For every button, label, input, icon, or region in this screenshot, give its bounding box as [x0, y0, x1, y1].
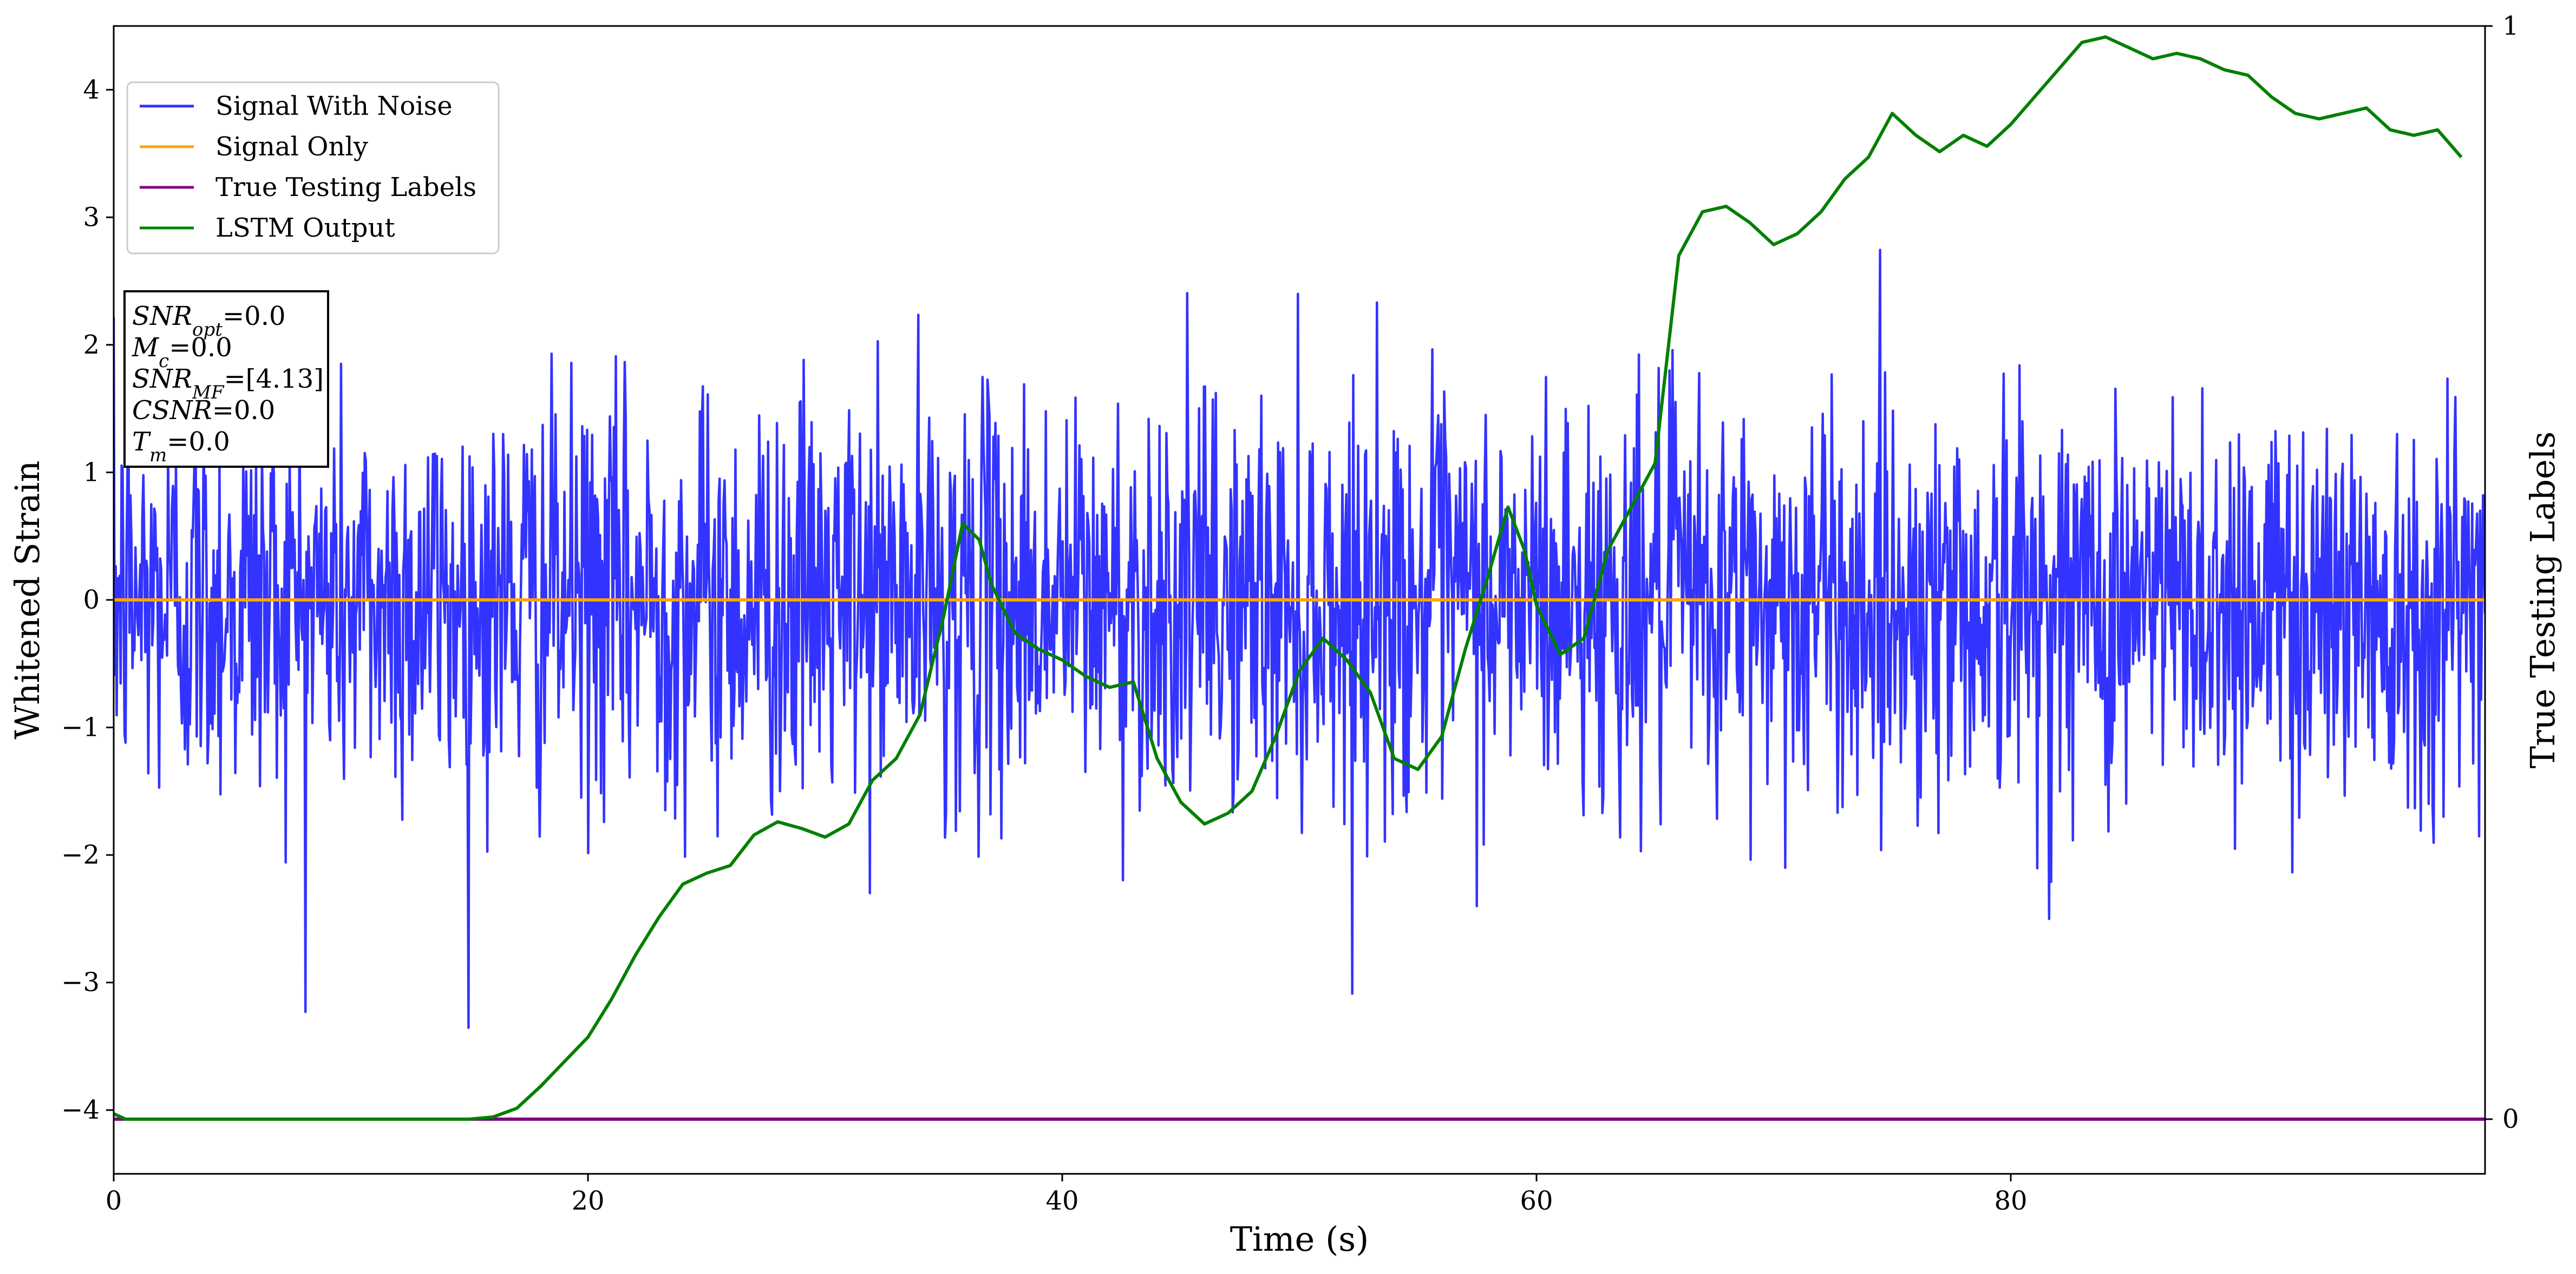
y-right-tick-label: 0 — [2502, 1104, 2519, 1134]
x-tick-label: 60 — [1520, 1186, 1553, 1216]
x-tick-label: 20 — [571, 1186, 604, 1216]
x-tick-label: 0 — [106, 1186, 122, 1216]
legend-label-signal-only: Signal Only — [215, 132, 368, 162]
y-axis-right: 01 — [2485, 11, 2519, 1134]
y-axis-label: Whitened Strain — [8, 461, 47, 740]
legend-item: Signal With Noise — [140, 91, 453, 121]
plot-area — [114, 35, 2485, 1121]
info-mc: Mc=0.0 — [132, 332, 232, 372]
y-tick-label: −4 — [61, 1095, 100, 1125]
legend-item: True Testing Labels — [140, 172, 476, 202]
legend: Signal With Noise Signal Only True Testi… — [126, 81, 500, 254]
x-tick-label: 80 — [1994, 1186, 2027, 1216]
y-tick-label: −1 — [61, 713, 100, 743]
y-tick-label: 0 — [83, 585, 100, 615]
y-tick-label: 2 — [83, 330, 100, 360]
y-tick-label: 1 — [83, 457, 100, 487]
x-tick-label: 40 — [1045, 1186, 1078, 1216]
info-snr-mf: SNRMF=[4.13] — [132, 364, 324, 403]
series-signal-with-noise — [114, 249, 2485, 1029]
series-layer — [114, 35, 2485, 1121]
legend-label-true-testing-labels: True Testing Labels — [215, 172, 476, 202]
y-tick-label: 4 — [83, 75, 100, 105]
info-snr-opt: SNRopt=0.0 — [132, 301, 286, 341]
legend-label-lstm-output: LSTM Output — [215, 213, 395, 243]
legend-item: Signal Only — [140, 132, 368, 162]
y-axis-right-label: True Testing Labels — [2523, 432, 2562, 769]
y-tick-label: −2 — [61, 840, 100, 870]
info-box-frame — [123, 290, 329, 468]
y-right-tick-label: 1 — [2502, 11, 2519, 41]
info-box: SNRopt=0.0 Mc=0.0 SNRMF=[4.13] CSNR=0.0 … — [123, 290, 329, 468]
legend-label-signal-with-noise: Signal With Noise — [215, 91, 453, 121]
series-lstm-output — [114, 35, 2463, 1121]
legend-box — [126, 81, 500, 254]
y-axis-left: −4 −3 −2 −1 0 1 2 3 4 — [61, 75, 114, 1125]
legend-item: LSTM Output — [140, 213, 395, 243]
x-axis: 0 20 40 60 80 — [106, 1174, 2028, 1216]
y-tick-label: −3 — [61, 968, 100, 998]
x-axis-label: Time (s) — [1230, 1219, 1369, 1259]
info-tm: Tm=0.0 — [132, 427, 230, 466]
y-tick-label: 3 — [83, 202, 100, 232]
info-csnr: CSNR=0.0 — [132, 395, 275, 426]
